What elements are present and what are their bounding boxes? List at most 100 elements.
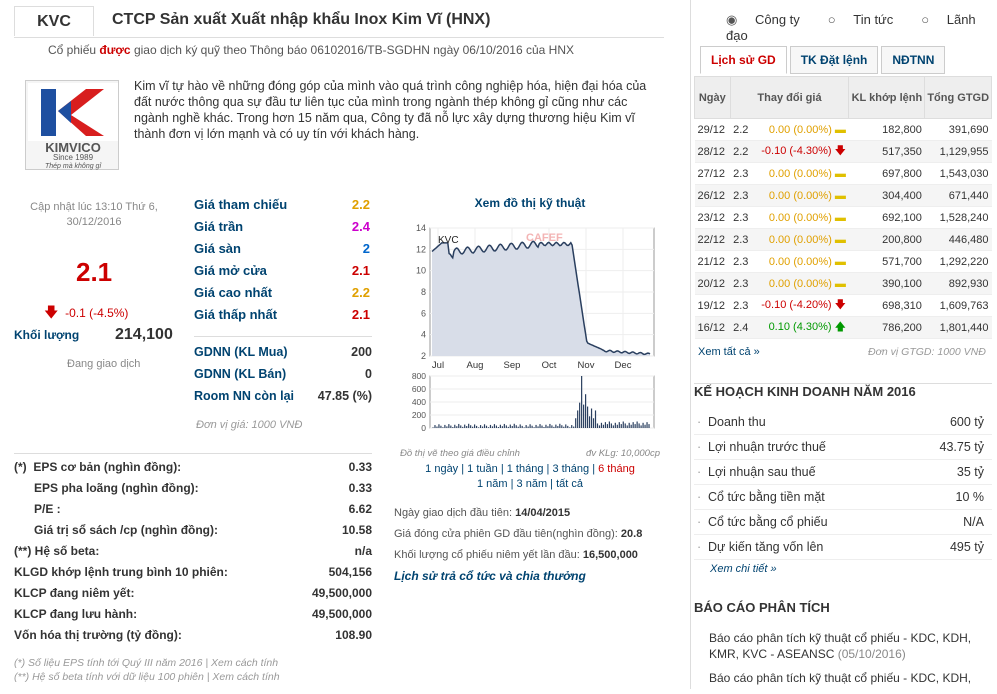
- timeframe-link[interactable]: tất cả: [556, 478, 584, 490]
- cell-value: 671,440: [924, 184, 992, 207]
- price-tick: 12: [416, 244, 426, 254]
- table-header: Tổng GTGD: [924, 76, 992, 119]
- view-all-link[interactable]: Xem tất cả »: [698, 346, 760, 358]
- timeframe-link[interactable]: 1 tuần: [467, 463, 498, 475]
- timeframe-link[interactable]: 3 tháng: [552, 463, 590, 475]
- stat-label: (*) EPS cơ bản (nghìn đồng):: [14, 460, 182, 474]
- first-close-price: Giá đóng cửa phiên GD đầu tiên(nghìn đồn…: [394, 524, 684, 545]
- foreign-table: GDNN (KL Mua) 200 GDNN (KL Bán) 0 Room NN cò…: [194, 345, 372, 411]
- cell-volume: 698,310: [848, 294, 925, 317]
- price-unit-note: Đơn vị giá: 1000 VNĐ: [196, 419, 303, 431]
- tab-1[interactable]: TK Đặt lệnh: [789, 46, 879, 74]
- report-text: Báo cáo phân tích kỹ thuật cổ phiếu - KD…: [709, 631, 972, 661]
- radio-icon[interactable]: ○: [921, 12, 933, 27]
- timeframe-link[interactable]: 1 tháng: [506, 463, 544, 475]
- report-item[interactable]: Báo cáo phân tích kỹ thuật cổ phiếu - KD…: [709, 670, 989, 686]
- cell-change: 0.00 (0.00%) ▬: [752, 272, 849, 295]
- table-header: KL khớp lệnh: [848, 76, 926, 119]
- stat-label: (**) Hệ số beta:: [14, 544, 100, 558]
- stat-row: (**) Hệ số beta: n/a: [14, 544, 372, 565]
- initial-listing-volume: Khối lượng cổ phiếu niêm yết lần đầu: 16…: [394, 545, 684, 566]
- listing-info: Ngày giao dịch đầu tiên: 14/04/2015 Giá …: [394, 503, 684, 587]
- plan-value: 495 tỷ: [949, 540, 984, 554]
- cell-volume: 517,350: [848, 140, 925, 163]
- history-tabs: Lịch sử GD TK Đặt lệnh NĐTNN: [700, 46, 948, 74]
- table-row: 16/12 2.4 0.10 (4.30%) 🡅 786,200 1,801,440: [694, 316, 992, 339]
- foreign-value: 0: [365, 367, 372, 381]
- stat-label: P/E :: [14, 502, 61, 516]
- notice-prefix: Cổ phiếu: [48, 43, 100, 57]
- eps-footnote[interactable]: (*) Số liệu EPS tính tới Quý III năm 201…: [14, 657, 279, 669]
- tab-0[interactable]: Lịch sử GD: [700, 46, 787, 74]
- reports-list: Báo cáo phân tích kỹ thuật cổ phiếu - KD…: [709, 630, 989, 694]
- search-option[interactable]: ○ Lãnh đạo: [726, 12, 976, 43]
- chart-caption: Đồ thị vẽ theo giá điều chỉnh: [400, 448, 520, 459]
- logo-name: KIMVICO: [45, 140, 101, 155]
- radio-label: Công ty: [754, 12, 800, 27]
- company-name: CTCP Sản xuất Xuất nhập khẩu Inox Kim Vĩ…: [112, 11, 491, 28]
- radio-icon[interactable]: ◉: [726, 12, 741, 27]
- price-chart-svg[interactable]: 14 12 10 8 6 4 2 Jul Aug Sep Oct Nov Dec KVC CAFEF 800 6…: [396, 210, 664, 460]
- foreign-label: Room NN còn lại: [194, 389, 295, 403]
- cell-price: 2.4: [730, 316, 753, 339]
- chart-title[interactable]: Xem đồ thị kỹ thuật: [474, 196, 586, 210]
- timeframe-link[interactable]: 1 ngày: [425, 463, 459, 475]
- change-value: 0.00 (0.00%): [768, 189, 835, 202]
- cell-date: 26/12: [694, 184, 731, 207]
- timeframe-link[interactable]: 6 tháng: [598, 463, 635, 475]
- volume-label: Khối lượng: [14, 328, 80, 342]
- report-text: Báo cáo phân tích kỹ thuật cổ phiếu - KD…: [709, 671, 972, 685]
- search-option[interactable]: ○ Tin tức: [828, 12, 907, 27]
- main-column: KVC CTCP Sản xuất Xuất nhập khẩu Inox Ki…: [14, 6, 664, 683]
- stat-value: 504,156: [328, 565, 372, 579]
- price-row: Giá tham chiếu 2.2: [194, 197, 370, 219]
- price-row: Giá thấp nhất 2.1: [194, 307, 370, 329]
- cell-change: 0.00 (0.00%) ▬: [752, 206, 849, 229]
- timeframe-link[interactable]: 1 năm: [476, 478, 508, 490]
- cell-change: 0.00 (0.00%) ▬: [752, 118, 849, 141]
- price-tick: 6: [421, 308, 426, 318]
- radio-icon[interactable]: ○: [827, 12, 840, 27]
- beta-footnote[interactable]: (**) Hệ số beta tính với dữ liệu 100 phi…: [14, 671, 280, 683]
- price-label: Giá tham chiếu: [194, 197, 288, 212]
- dividend-history-link[interactable]: Lịch sử trả cổ tức và chia thưởng: [394, 569, 586, 583]
- report-item[interactable]: Báo cáo phân tích kỹ thuật cổ phiếu - KD…: [709, 630, 989, 662]
- price-tick: 2: [421, 351, 426, 361]
- change-value: -0.10 (-4.30%): [761, 145, 835, 157]
- plan-row: Cổ tức bằng tiền mặt 10 %: [694, 485, 992, 510]
- radio-label: Lãnh đạo: [726, 12, 976, 43]
- first-price-label: Giá đóng cửa phiên GD đầu tiên(nghìn đồn…: [394, 528, 618, 540]
- chart-ticker-label: KVC: [438, 235, 459, 246]
- timeframe-link[interactable]: 3 năm: [516, 478, 548, 490]
- price-value: 2.2: [351, 285, 370, 300]
- timeframe-links: 1 ngày | 1 tuần | 1 tháng | 3 tháng | 6 …: [425, 463, 635, 490]
- plan-label: Cổ tức bằng cổ phiếu: [708, 515, 828, 529]
- search-option[interactable]: ◉ Công ty: [726, 12, 814, 27]
- stat-value: 0.33: [348, 481, 372, 495]
- cell-value: 1,801,440: [924, 316, 992, 339]
- plan-value: 10 %: [955, 490, 985, 504]
- first-price-value: 20.8: [620, 528, 643, 540]
- price-row: Giá trần 2.4: [194, 219, 370, 241]
- cell-volume: 697,800: [848, 162, 925, 185]
- month-tick: Sep: [504, 360, 521, 371]
- cell-value: 892,930: [924, 272, 992, 295]
- price-tick: 4: [421, 330, 426, 340]
- company-description: Kim vĩ tự hào về những đóng góp của mình…: [134, 79, 647, 141]
- month-tick: Dec: [615, 360, 632, 371]
- price-label: Giá sàn: [194, 241, 241, 256]
- cell-date: 20/12: [694, 272, 731, 295]
- stat-label: KLCP đang niêm yết:: [14, 586, 135, 600]
- plan-details-link[interactable]: Xem chi tiết »: [710, 563, 777, 575]
- price-value: 2: [362, 241, 370, 256]
- flat-bar-icon: ▬: [834, 167, 846, 180]
- cell-date: 29/12: [694, 118, 731, 141]
- month-tick: Oct: [542, 360, 557, 371]
- stat-label: KLGD khớp lệnh trung bình 10 phiên:: [14, 565, 228, 579]
- cell-volume: 692,100: [848, 206, 925, 229]
- stat-label: EPS pha loãng (nghìn đồng):: [14, 481, 199, 495]
- price-row: Giá sàn 2: [194, 241, 370, 263]
- cell-price: 2.3: [730, 250, 753, 273]
- first-date-label: Ngày giao dịch đầu tiên:: [394, 507, 513, 519]
- tab-2[interactable]: NĐTNN: [881, 46, 946, 74]
